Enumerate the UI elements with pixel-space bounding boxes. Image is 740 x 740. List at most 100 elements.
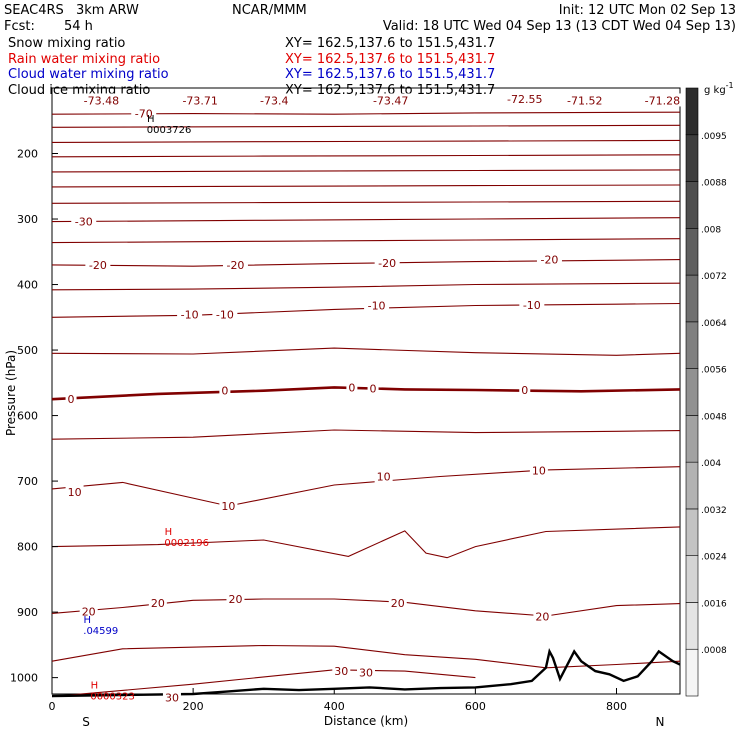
colorbar-label: .0048 — [701, 412, 727, 422]
extremum-value: 0002196 — [164, 538, 209, 549]
contour-label-bg — [374, 255, 400, 269]
contour-label: 30 — [165, 691, 179, 704]
isotherm-line — [51, 302, 681, 318]
isotherm-line — [51, 217, 681, 223]
contour-label: 0 — [370, 383, 377, 396]
init-label: Init: 12 UTC Mon 02 Sep 13 — [559, 3, 736, 18]
contour-label-bg — [65, 485, 84, 499]
contour-label: 30 — [334, 665, 348, 678]
x-end-label-south: S — [82, 715, 90, 729]
contour-label-bg — [519, 297, 545, 311]
x-tick-label: 600 — [465, 700, 486, 713]
plot-frame — [51, 87, 681, 695]
extremum-value: 0003726 — [147, 125, 192, 136]
contour-label: -10 — [181, 309, 199, 322]
field-xy-rain: XY= 162.5,137.6 to 151.5,431.7 — [285, 52, 495, 67]
extremum-h-label: H — [147, 114, 155, 125]
colorbar-swatch — [685, 87, 699, 136]
contour-label-bg — [219, 383, 231, 397]
contour-label: 10 — [221, 500, 235, 513]
plot-area: -73.48 -73.71 -73.4 -73.47 -72.55 -71.52 -71.2… — [10, 87, 686, 713]
contour-label: 20 — [228, 593, 242, 606]
colorbar-swatch — [685, 228, 699, 276]
x-axis-title: Distance (km) — [324, 714, 408, 728]
isotherm-line — [51, 200, 681, 204]
colorbar-swatch — [685, 602, 699, 650]
contour-label-bg — [71, 214, 97, 228]
extremum-h-label: H — [84, 615, 92, 626]
contour-label-bg — [639, 93, 686, 107]
field-xy-snow: XY= 162.5,137.6 to 151.5,431.7 — [285, 36, 495, 51]
contour-label-bg — [65, 392, 77, 406]
colorbar-label: .0088 — [701, 179, 727, 189]
colorbar-label: .0024 — [701, 553, 727, 563]
contour-label-bg — [388, 595, 407, 609]
contour-label-bg — [374, 469, 393, 483]
colorbar-swatch — [685, 555, 699, 603]
colorbar-label: .0064 — [701, 319, 727, 329]
contour-label-bg — [148, 595, 167, 609]
model-label: 3km ARW — [76, 3, 139, 18]
isotherm-line — [51, 282, 681, 291]
isotherm-line — [51, 386, 681, 401]
colorbar-unit: g kg-1 — [704, 81, 734, 96]
y-tick-label: 500 — [17, 344, 38, 357]
contour-label: 10 — [377, 470, 391, 483]
contour-label-bg — [501, 92, 548, 106]
contour-label: -10 — [368, 300, 386, 313]
contour-label-bg — [519, 383, 531, 397]
contour-label: -20 — [89, 259, 107, 272]
contour-label: -72.55 — [507, 93, 542, 106]
x-tick-label: 400 — [324, 700, 345, 713]
x-end-label-north: N — [656, 715, 665, 729]
contour-label: -10 — [523, 299, 541, 312]
y-tick-label: 1000 — [10, 672, 38, 685]
colorbar-swatch — [685, 368, 699, 416]
colorbar-label: .008 — [701, 225, 721, 235]
contour-label-bg — [177, 307, 203, 321]
isotherm-line — [51, 429, 681, 440]
contour-label: 10 — [68, 486, 82, 499]
valid-label: Valid: 18 UTC Wed 04 Sep 13 (13 CDT Wed … — [383, 19, 736, 34]
isotherm-line — [51, 598, 681, 617]
contour-label: 10 — [532, 465, 546, 478]
contour-label: -73.4 — [260, 94, 288, 107]
contour-label: -20 — [540, 254, 558, 267]
field-name-cloud-water: Cloud water mixing ratio — [8, 67, 169, 82]
isotherm-line — [51, 347, 681, 356]
contour-label-bg — [367, 381, 379, 395]
fcst-label: Fcst: — [4, 19, 35, 34]
contour-label-bg — [222, 257, 248, 271]
contour-label-bg — [533, 609, 552, 623]
isotherm-line — [51, 644, 681, 669]
colorbar-swatch — [685, 134, 699, 182]
y-tick-label: 900 — [17, 606, 38, 619]
colorbar-swatch — [685, 461, 699, 510]
y-tick-label: 200 — [17, 148, 38, 161]
extremum-h-label: H — [91, 681, 99, 692]
colorbar-swatch — [685, 508, 699, 556]
y-tick-label: 600 — [17, 410, 38, 423]
contour-label: 30 — [359, 666, 373, 679]
isotherm-line — [51, 238, 681, 244]
contour-label: 20 — [82, 605, 96, 618]
contour-label: 20 — [535, 611, 549, 624]
colorbar-label: .004 — [701, 459, 721, 469]
field-xy-cloud-ice: XY= 162.5,137.6 to 151.5,431.7 — [285, 83, 495, 98]
contour-label: 0 — [348, 381, 355, 394]
contour-label: -20 — [378, 257, 396, 270]
colorbar-label: .0032 — [701, 506, 727, 516]
colorbar-label: .0095 — [701, 132, 727, 142]
colorbar-swatch — [685, 321, 699, 369]
colorbar-label: .0008 — [701, 646, 727, 656]
contour-label: -73.71 — [182, 94, 217, 107]
y-tick-label: 400 — [17, 279, 38, 292]
isotherm-line — [51, 466, 681, 507]
isotherm-line — [51, 169, 681, 173]
contour-label: -10 — [216, 309, 234, 322]
contour-label: 0 — [221, 385, 228, 398]
contour-label: -71.28 — [645, 94, 680, 107]
colorbar: .0008 .0016 .0024 .0032 .004 .0048 .0056 .0064.… — [685, 87, 727, 697]
field-name-rain: Rain water mixing ratio — [8, 52, 160, 67]
x-tick-label: 0 — [49, 700, 56, 713]
